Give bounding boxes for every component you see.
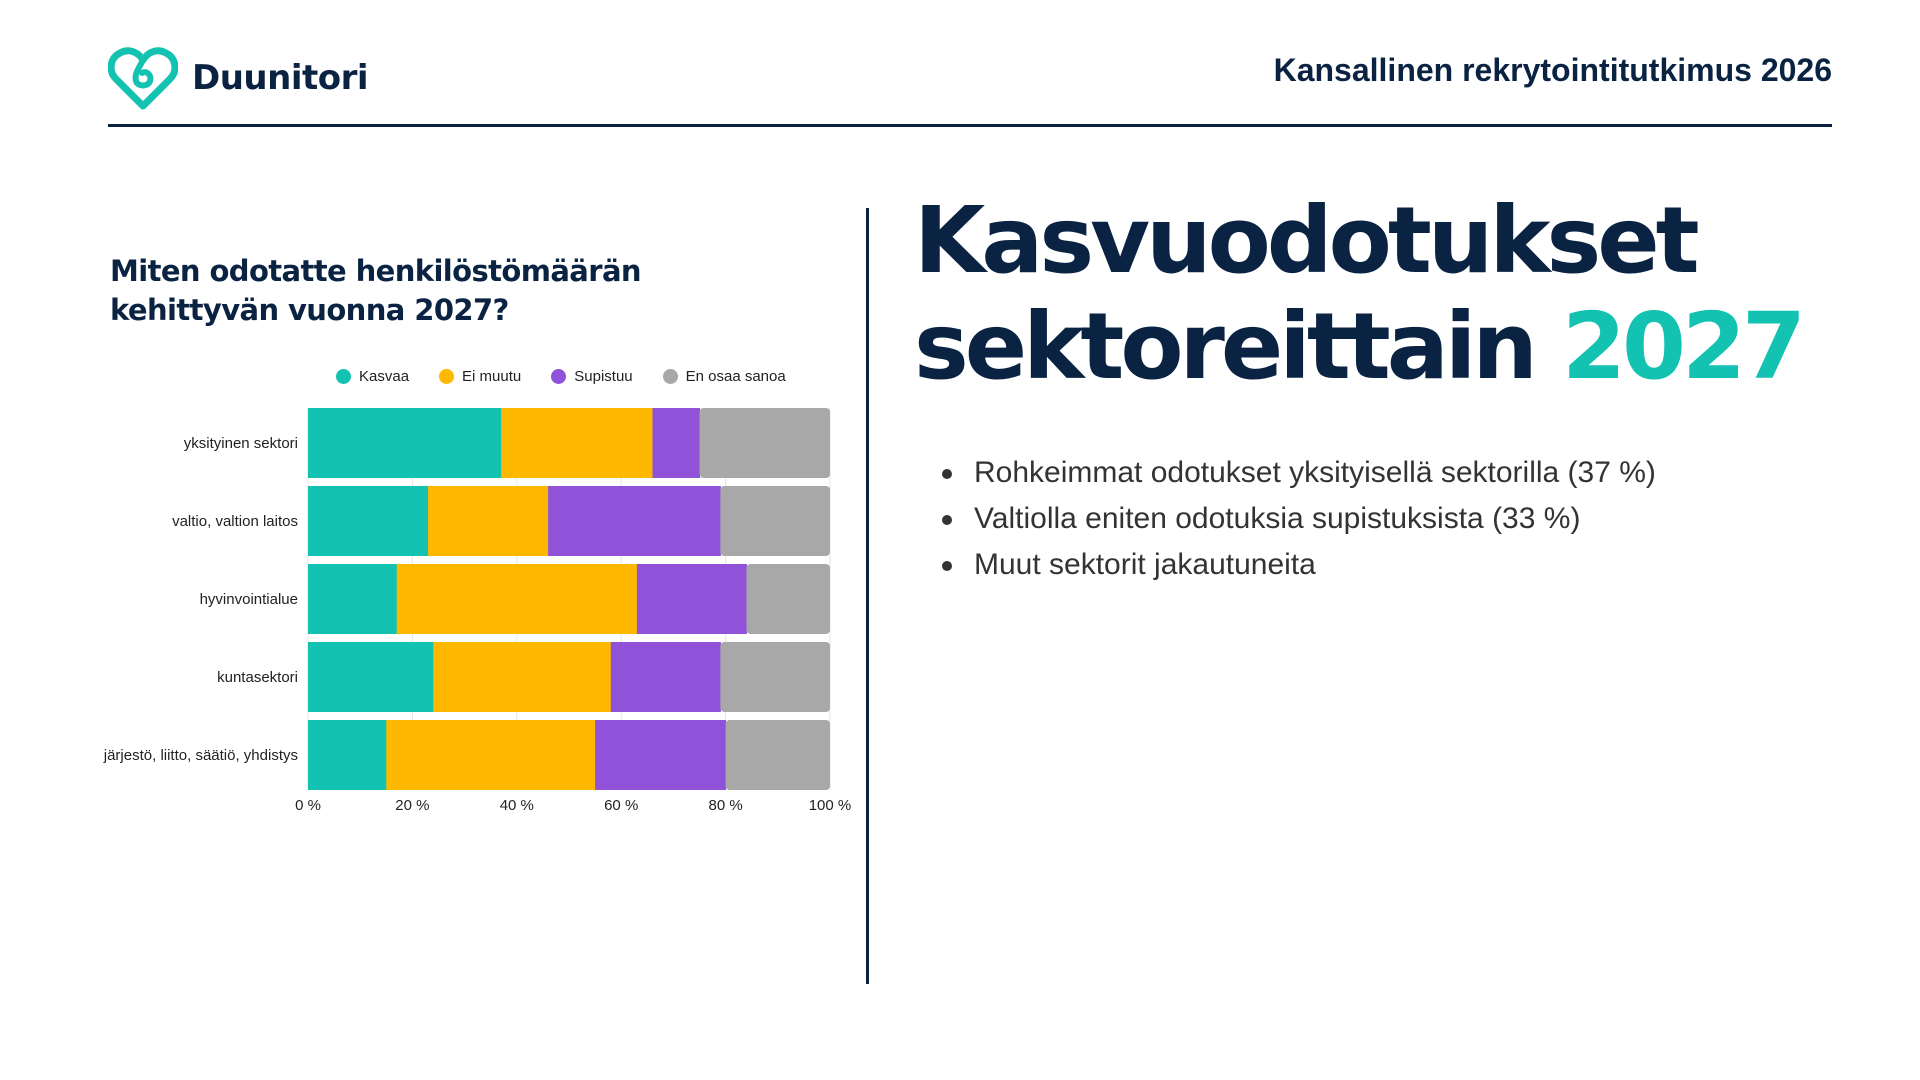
brand-name: Duunitori — [192, 58, 369, 98]
bar-segment — [610, 642, 721, 712]
finding-item: Muut sektorit jakautuneita — [942, 542, 1656, 588]
brand-logo[interactable]: Duunitori — [108, 46, 369, 110]
x-tick-label: 60 % — [604, 797, 638, 814]
bar-segment — [652, 408, 700, 478]
legend-label: Ei muutu — [462, 368, 522, 385]
category-label: valtio, valtion laitos — [172, 513, 298, 530]
vertical-divider — [866, 208, 869, 984]
heart-knot-icon — [108, 47, 178, 110]
bar-segment — [308, 720, 387, 790]
bar-segment — [595, 720, 727, 790]
study-title: Kansallinen rekrytointitutkimus 2026 — [1273, 52, 1832, 88]
x-tick-label: 0 % — [295, 797, 321, 814]
bar-segment — [699, 408, 830, 478]
chart-legend: Kasvaa Ei muutu Supistuu En osaa sanoa — [336, 368, 786, 385]
bar-segment — [308, 408, 502, 478]
legend-label: Kasvaa — [359, 368, 410, 385]
finding-item: Valtiolla eniten odotuksia supistuksista… — [942, 496, 1656, 542]
headline-line-1: Kasvuodotukset — [914, 187, 1700, 294]
bar-segment — [548, 486, 721, 556]
category-label: kuntasektori — [217, 669, 298, 686]
category-label: hyvinvointialue — [200, 591, 298, 608]
bar-segment — [396, 564, 638, 634]
legend-label: Supistuu — [574, 368, 633, 385]
bar-segment — [636, 564, 747, 634]
headline-main-text: sektoreittain — [914, 293, 1538, 400]
bar-segment — [433, 642, 612, 712]
legend-swatch — [336, 369, 351, 384]
legend-item[interactable]: Supistuu — [551, 368, 633, 385]
legend-item[interactable]: Kasvaa — [336, 368, 409, 385]
header-divider — [108, 124, 1832, 127]
chart-title: Miten odotatte henkilöstömäärän kehittyv… — [110, 254, 642, 327]
x-tick-label: 100 % — [809, 797, 852, 814]
bar-segment — [501, 408, 654, 478]
legend-item[interactable]: Ei muutu — [439, 368, 521, 385]
bar-segment — [308, 486, 429, 556]
bar-segment — [720, 642, 830, 712]
bar-segment — [386, 720, 596, 790]
category-label: järjestö, liitto, säätiö, yhdistys — [103, 747, 298, 764]
bar-segment — [308, 564, 398, 634]
legend-swatch — [551, 369, 567, 384]
legend-label: En osaa sanoa — [685, 368, 786, 385]
headline-accent-year: 2027 — [1561, 293, 1806, 400]
headline-line-2: sektoreittain 2027 — [914, 294, 1874, 400]
bar-segment — [308, 642, 434, 712]
legend-item[interactable]: En osaa sanoa — [662, 368, 786, 385]
key-findings-list: Rohkeimmat odotukset yksityisellä sektor… — [942, 450, 1656, 588]
legend-swatch — [439, 369, 455, 384]
finding-item: Rohkeimmat odotukset yksityisellä sektor… — [942, 450, 1656, 496]
x-tick-label: 20 % — [395, 797, 429, 814]
slide-headline: Kasvuodotukset sektoreittain 2027 — [914, 188, 1874, 400]
bar-segment — [746, 564, 830, 634]
bar-segment — [428, 486, 549, 556]
x-tick-label: 80 % — [708, 797, 742, 814]
bar-segment — [720, 486, 830, 556]
legend-swatch — [662, 369, 678, 384]
x-tick-label: 40 % — [500, 797, 534, 814]
bar-segment — [725, 720, 830, 790]
category-label: yksityinen sektori — [184, 435, 298, 452]
